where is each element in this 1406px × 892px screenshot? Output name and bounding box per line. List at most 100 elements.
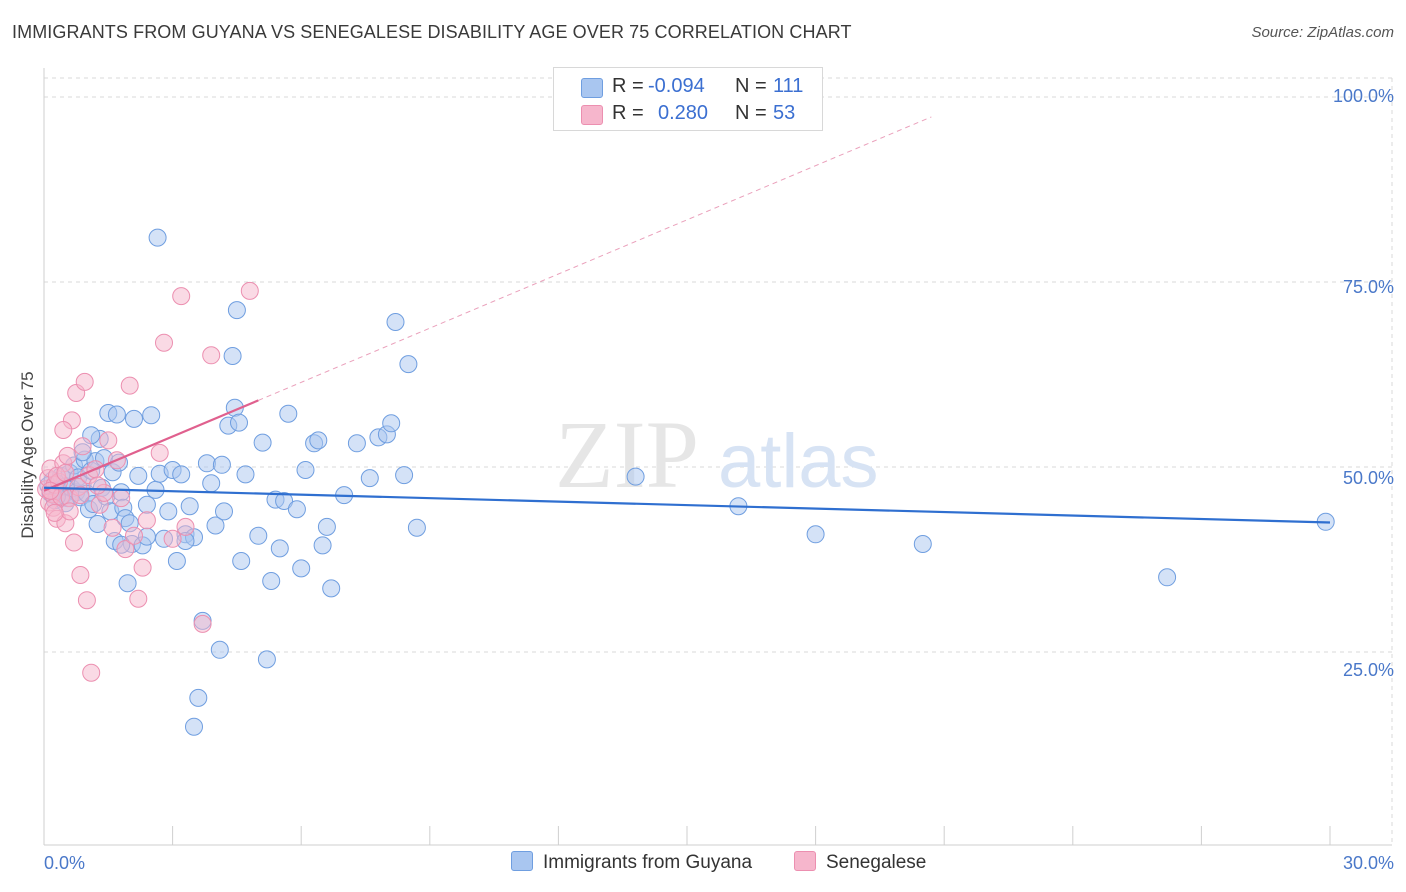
y-tick-label-25: 25.0%: [1342, 660, 1394, 680]
data-point: [913, 535, 932, 553]
data-point: [88, 476, 107, 495]
data-point: [176, 517, 195, 536]
legend-item-senegalese[interactable]: Senegalese: [794, 850, 927, 874]
data-point: [71, 566, 90, 584]
data-point: [167, 552, 186, 570]
data-point: [230, 413, 248, 432]
data-point: [60, 502, 79, 521]
data-point: [82, 663, 101, 682]
data-point: [253, 433, 272, 452]
data-point: [223, 347, 242, 365]
data-point: [75, 372, 94, 391]
stats-r-value: -0.094: [648, 75, 705, 97]
data-point: [206, 516, 225, 535]
data-point: [180, 497, 199, 516]
data-point: [386, 313, 405, 331]
stats-r-value: 0.280: [658, 102, 709, 124]
data-point: [155, 333, 173, 352]
axes: [43, 68, 1392, 846]
data-point: [270, 539, 289, 558]
y-tick-label-50: 50.0%: [1342, 468, 1394, 488]
source-label: Source: ZipAtlas.com: [1251, 24, 1394, 41]
stats-n-label: N =: [735, 102, 767, 124]
data-point: [148, 228, 167, 247]
data-point: [257, 650, 276, 669]
data-point: [172, 287, 191, 306]
data-point: [249, 526, 268, 545]
data-point: [227, 301, 246, 320]
data-point: [58, 446, 77, 465]
data-point: [210, 640, 229, 659]
data-point: [215, 502, 233, 521]
data-point: [313, 536, 332, 555]
watermark-atlas: atlas: [718, 419, 879, 504]
data-point: [45, 503, 64, 522]
data-point: [292, 559, 311, 578]
data-point: [202, 346, 221, 365]
stats-r-label: R =: [612, 75, 644, 97]
stats-swatch-blue: [581, 78, 603, 98]
data-point: [626, 467, 645, 486]
legend-swatch-blue: [511, 850, 533, 871]
data-point: [296, 461, 315, 479]
data-point: [71, 486, 90, 505]
data-point: [65, 533, 83, 552]
data-point: [54, 421, 73, 439]
data-point: [185, 717, 203, 736]
data-point: [99, 431, 118, 450]
data-point: [159, 502, 178, 521]
legend-label-senegalese: Senegalese: [826, 852, 927, 873]
series-senegalese-points: [37, 281, 259, 682]
trend-line-guyana: [43, 486, 1331, 524]
watermark-zip: ZIP: [555, 401, 699, 508]
watermark: ZIP atlas: [555, 401, 879, 508]
data-point: [197, 454, 216, 473]
trend-line-senegalese-extension: [258, 116, 932, 401]
stats-r-label: R =: [612, 102, 644, 124]
data-point: [125, 526, 143, 545]
data-point: [232, 552, 251, 570]
data-point: [189, 688, 208, 707]
data-point: [309, 431, 328, 450]
data-point: [262, 572, 281, 590]
stats-n-value: 111: [773, 75, 804, 97]
data-point: [347, 434, 366, 453]
legend-item-guyana[interactable]: Immigrants from Guyana: [511, 850, 753, 874]
trend-lines: [43, 116, 1331, 524]
data-point: [360, 469, 379, 488]
data-point: [103, 518, 122, 537]
data-point: [88, 515, 107, 533]
legend-label-guyana: Immigrants from Guyana: [543, 852, 753, 873]
data-point: [137, 511, 156, 530]
trend-line-senegalese: [43, 399, 259, 492]
stats-n-value: 53: [773, 102, 796, 124]
data-point: [399, 355, 418, 374]
legend-swatch-pink: [794, 850, 816, 871]
x-tick-label-left: 0.0%: [44, 853, 86, 873]
x-tick-label-right: 30.0%: [1342, 853, 1394, 873]
data-point: [275, 492, 294, 510]
y-tick-label-75: 75.0%: [1342, 277, 1394, 297]
data-point: [1158, 568, 1177, 587]
data-point: [129, 466, 148, 485]
data-point: [202, 474, 221, 493]
data-point: [142, 406, 161, 425]
data-point: [240, 281, 259, 300]
data-point: [279, 404, 298, 423]
data-point: [133, 558, 152, 577]
data-point: [806, 525, 825, 544]
data-point: [395, 466, 414, 485]
stats-swatch-pink: [581, 105, 603, 125]
data-point: [129, 589, 148, 608]
data-point: [382, 414, 401, 433]
data-point: [118, 574, 137, 593]
data-point: [287, 500, 306, 519]
data-point: [112, 489, 131, 508]
chart-title: IMMIGRANTS FROM GUYANA VS SENEGALESE DIS…: [12, 22, 852, 42]
data-point: [120, 376, 139, 395]
data-point: [116, 540, 135, 559]
data-point: [172, 465, 191, 484]
stats-n-label: N =: [735, 75, 767, 97]
data-point: [125, 409, 143, 428]
